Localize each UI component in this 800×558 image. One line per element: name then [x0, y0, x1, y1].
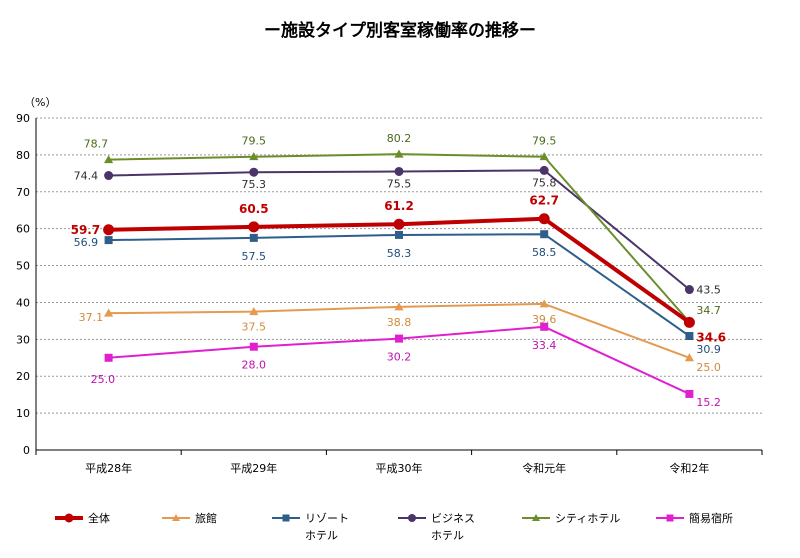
data-label: 25.0 [91, 373, 116, 386]
data-point [104, 236, 113, 245]
data-point [249, 233, 258, 242]
legend-label: ホテル [305, 529, 338, 542]
chart-title: ー施設タイプ別客室稼働率の推移ー [264, 20, 536, 41]
data-label: 59.7 [71, 223, 101, 237]
x-tick-label: 平成28年 [85, 461, 132, 475]
x-tick-label: 平成30年 [376, 461, 423, 475]
legend-label: ホテル [431, 529, 464, 542]
data-label: 78.7 [84, 138, 109, 151]
data-point [539, 165, 549, 175]
data-point [103, 224, 115, 236]
data-label: 58.3 [387, 247, 412, 260]
data-label: 38.8 [387, 316, 412, 329]
data-point [395, 334, 403, 343]
gridlines [36, 117, 762, 414]
data-labels: 37.1 37.5 38.8 39.6 25.0 25.0 28.0 30.2 33.4 15.2… [71, 132, 726, 409]
legend-label: リゾート [305, 512, 349, 525]
legend-label: 簡易宿所 [689, 511, 733, 525]
data-point [104, 353, 113, 362]
data-point [104, 171, 114, 181]
y-tick-label: 20 [16, 370, 30, 383]
data-point [395, 230, 403, 239]
axes: 0 10 20 30 40 50 60 70 80 90 平成28年 平成29年 平成30年 令和元年 令和… [16, 112, 763, 475]
data-label: 28.0 [242, 359, 267, 372]
legend-label: ビジネス [431, 512, 475, 525]
y-tick-label: 30 [16, 333, 30, 346]
legend-label: 旅館 [195, 511, 217, 525]
data-point [683, 316, 695, 328]
data-label: 60.5 [239, 202, 269, 216]
data-label: 80.2 [387, 132, 412, 145]
data-point [394, 302, 404, 311]
data-label: 30.2 [387, 351, 412, 364]
legend-label: シティホテル [555, 512, 620, 525]
data-point [249, 307, 259, 316]
y-tick-label: 50 [16, 260, 30, 273]
y-tick-label: 90 [16, 112, 30, 125]
data-point [539, 299, 549, 308]
data-point [684, 285, 694, 295]
data-label: 79.5 [532, 135, 557, 148]
data-point [666, 514, 674, 522]
data-label: 74.4 [74, 170, 99, 183]
data-label: 62.7 [529, 194, 559, 208]
x-tick-label: 令和元年 [522, 461, 566, 475]
data-point [540, 230, 549, 239]
data-label: 43.5 [696, 284, 721, 297]
data-point [393, 218, 405, 230]
data-point [249, 342, 258, 351]
data-point [540, 322, 549, 331]
data-label: 56.9 [74, 236, 99, 249]
data-label: 61.2 [384, 199, 414, 213]
data-point [685, 389, 694, 398]
data-point [538, 213, 550, 225]
data-label: 37.5 [242, 321, 267, 334]
x-tick-label: 平成29年 [230, 461, 277, 475]
data-label: 79.5 [242, 135, 267, 148]
data-label: 75.8 [532, 176, 557, 189]
data-label: 33.4 [532, 339, 557, 352]
data-label: 75.5 [387, 177, 412, 190]
data-label: 75.3 [242, 178, 267, 191]
y-axis-unit: （%） [24, 96, 56, 109]
y-tick-label: 40 [16, 296, 30, 309]
data-point [171, 513, 181, 522]
data-point [104, 308, 114, 317]
data-point [684, 353, 694, 362]
data-point [104, 155, 114, 164]
data-point [249, 152, 259, 161]
data-point [394, 149, 404, 158]
data-point [685, 332, 694, 341]
x-tick-label: 令和2年 [669, 461, 709, 475]
data-point [408, 514, 416, 522]
data-label: 39.6 [532, 313, 557, 326]
data-label: 30.9 [696, 343, 721, 356]
data-label: 34.7 [696, 304, 721, 317]
data-label: 15.2 [696, 396, 721, 409]
series-lines [103, 149, 695, 398]
y-tick-label: 80 [16, 149, 30, 162]
data-point [282, 514, 290, 522]
data-point [249, 167, 259, 177]
y-tick-label: 60 [16, 223, 30, 236]
y-tick-label: 0 [23, 444, 30, 457]
data-point [539, 152, 549, 161]
data-label: 25.0 [696, 361, 721, 374]
data-point [531, 513, 541, 522]
y-tick-label: 70 [16, 186, 30, 199]
data-point [248, 221, 260, 233]
data-label: 34.6 [696, 330, 726, 344]
data-label: 58.5 [532, 246, 557, 259]
data-label: 57.5 [242, 250, 267, 263]
data-point [394, 166, 404, 176]
y-tick-label: 10 [16, 407, 30, 420]
data-point [64, 513, 74, 523]
data-label: 37.1 [79, 311, 104, 324]
legend-label: 全体 [88, 511, 110, 525]
